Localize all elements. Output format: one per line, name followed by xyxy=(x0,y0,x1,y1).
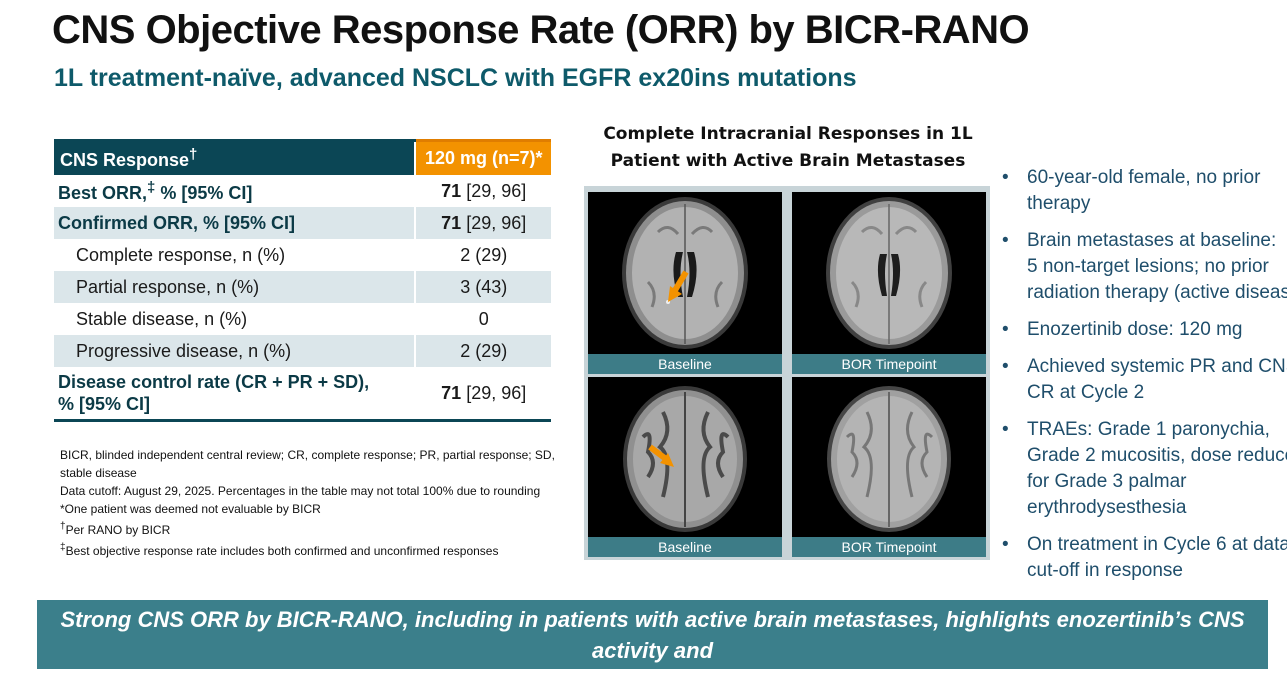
brain-scan-image xyxy=(623,386,747,532)
footnote-data-cutoff: Data cutoff: August 29, 2025. Percentage… xyxy=(60,484,541,498)
table-row-progressive-disease: Progressive disease, n (%) 2 (29) xyxy=(54,335,551,367)
lesion-arrow-icon xyxy=(648,444,668,462)
caption-baseline-bottom: Baseline xyxy=(588,537,782,557)
footnotes: BICR, blinded independent central review… xyxy=(60,446,575,560)
footnote-double-dagger: ‡Best objective response rate includes b… xyxy=(60,542,499,558)
mri-bor-cortex: BOR Timepoint xyxy=(792,377,986,557)
header-dose-group: 120 mg (n=7)* xyxy=(414,139,551,175)
caption-bor-bottom: BOR Timepoint xyxy=(792,537,986,557)
page-subtitle: 1L treatment-naïve, advanced NSCLC with … xyxy=(54,64,857,92)
conclusion-banner: Strong CNS ORR by BICR-RANO, including i… xyxy=(37,600,1268,694)
footnote-star: *One patient was deemed not evaluable by… xyxy=(60,502,321,516)
lesion-arrow-icon xyxy=(671,270,689,294)
footnote-abbreviations: BICR, blinded independent central review… xyxy=(60,448,555,480)
bullet-brain-metastases: Brain metastases at baseline:5 non-targe… xyxy=(1002,228,1287,306)
mri-panel-title: Complete Intracranial Responses in 1L Pa… xyxy=(603,124,973,171)
table-row-partial-response: Partial response, n (%) 3 (43) xyxy=(54,271,551,303)
footnote-dagger: †Per RANO by BICR xyxy=(60,521,171,537)
brain-scan-image xyxy=(826,197,952,349)
brain-scan-image xyxy=(622,197,748,349)
mri-baseline-cortex: Baseline xyxy=(588,377,782,557)
table-row-complete-response: Complete response, n (%) 2 (29) xyxy=(54,239,551,271)
table-row-disease-control-rate: Disease control rate (CR + PR + SD),% [9… xyxy=(54,367,551,422)
caption-bor-top: BOR Timepoint xyxy=(792,354,986,374)
table-header-row: CNS Response† 120 mg (n=7)* xyxy=(54,139,551,175)
mri-bor-ventricles: BOR Timepoint xyxy=(792,192,986,374)
page-title: CNS Objective Response Rate (ORR) by BIC… xyxy=(52,8,1030,52)
bullet-traes: TRAEs: Grade 1 paronychia,Grade 2 mucosi… xyxy=(1002,417,1287,521)
table-row-stable-disease: Stable disease, n (%) 0 xyxy=(54,303,551,335)
header-cns-response: CNS Response† xyxy=(54,139,416,175)
cns-response-table: CNS Response† 120 mg (n=7)* Best ORR,‡ %… xyxy=(54,139,551,422)
brain-scan-image xyxy=(827,386,951,532)
bullet-dose: Enozertinib dose: 120 mg xyxy=(1002,317,1287,343)
caption-baseline-top: Baseline xyxy=(588,354,782,374)
table-row-confirmed-orr: Confirmed ORR, % [95% CI] 71 [29, 96] xyxy=(54,207,551,239)
mri-baseline-ventricles: Baseline xyxy=(588,192,782,374)
table-row-best-orr: Best ORR,‡ % [95% CI] 71 [29, 96] xyxy=(54,175,551,207)
mri-image-grid: Baseline BOR Timepoint Baseline xyxy=(584,186,990,560)
